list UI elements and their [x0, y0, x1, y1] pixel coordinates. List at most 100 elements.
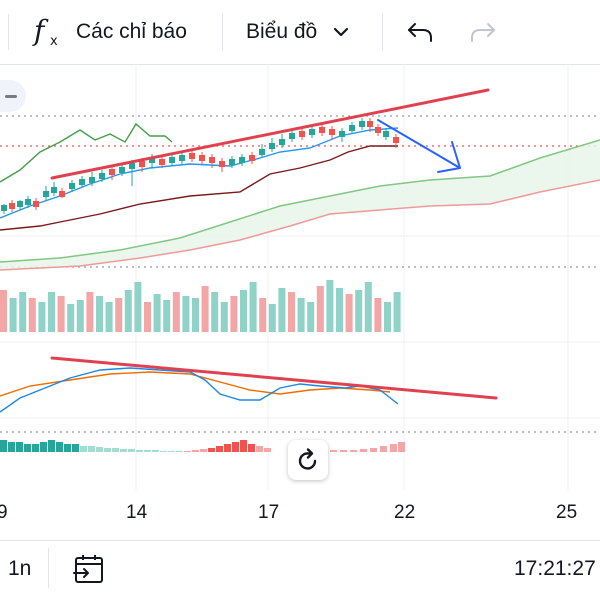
chart-type-label: Biểu đồ: [246, 20, 318, 43]
candle-body: [375, 127, 381, 133]
volume-bar: [278, 288, 286, 332]
histogram-bar: [104, 448, 111, 452]
candle-body: [129, 163, 135, 169]
volume-bar: [326, 280, 334, 332]
candle-body: [319, 127, 325, 133]
candle-body: [279, 139, 285, 145]
toolbar-divider: [222, 14, 223, 50]
toolbar-divider: [8, 14, 9, 50]
candle-body: [69, 183, 75, 189]
volume-bar: [355, 290, 363, 332]
histogram-bar: [152, 450, 159, 452]
histogram-bar: [232, 442, 239, 452]
volume-bar: [393, 292, 401, 332]
lower-trendline: [50, 356, 498, 400]
down-arrow-drawing: [377, 119, 461, 173]
x-axis-label: 14: [126, 502, 148, 523]
candle-body: [169, 157, 175, 163]
candle-body: [51, 187, 57, 193]
macd-histogram: [0, 440, 405, 452]
volume-bar: [67, 304, 75, 332]
histogram-bar: [128, 449, 135, 452]
histogram-bar: [168, 451, 175, 452]
volume-bar: [316, 286, 324, 332]
candle-body: [329, 129, 335, 135]
volume-bar: [38, 302, 46, 332]
volume-bar: [345, 294, 353, 332]
histogram-bar: [48, 440, 55, 452]
volume-bar: [307, 302, 315, 332]
candle-body: [259, 149, 265, 155]
refresh-icon: [298, 448, 317, 470]
histogram-bar: [380, 446, 387, 452]
histogram-bar: [224, 444, 231, 452]
volume-bar: [9, 298, 17, 332]
calendar-range-icon[interactable]: [72, 552, 106, 586]
candle-body: [199, 155, 205, 161]
volume-bar: [220, 302, 228, 332]
histogram-bar: [200, 449, 207, 452]
candle-body: [393, 137, 399, 143]
histogram-bar: [176, 451, 183, 452]
volume-bar: [105, 302, 113, 332]
volume-bar: [86, 292, 94, 332]
volume-bar: [268, 304, 276, 332]
candle-body: [239, 157, 245, 163]
function-icon-subscript: x: [50, 34, 58, 49]
candle-body: [229, 159, 235, 165]
volume-bar: [384, 302, 391, 332]
volume-bar: [144, 302, 151, 332]
candle-body: [219, 161, 225, 167]
histogram-bar: [360, 449, 367, 452]
undo-icon[interactable]: [405, 18, 435, 46]
dark-red-line: [0, 145, 398, 231]
histogram-bar: [40, 442, 47, 452]
toolbar-divider: [382, 14, 383, 50]
chart-type-button[interactable]: Biểu đồ: [246, 0, 351, 64]
histogram-bar: [88, 446, 95, 452]
candle-body: [1, 205, 7, 211]
reset-chart-button[interactable]: [288, 440, 328, 480]
volume-bar: [201, 286, 209, 332]
candle-body: [179, 155, 185, 161]
candle-body: [43, 191, 49, 197]
histogram-bar: [96, 447, 103, 452]
histogram-bar: [24, 444, 31, 452]
x-axis-label: 25: [556, 502, 578, 523]
volume-bar: [153, 294, 161, 332]
histogram-bar: [0, 440, 7, 452]
histogram-bar: [80, 446, 87, 452]
volume-bar: [172, 292, 180, 332]
volume-bar: [124, 290, 132, 332]
volume-bar: [259, 298, 267, 332]
upper-trendline: [50, 88, 490, 180]
histogram-bar: [330, 450, 337, 452]
price-chart[interactable]: [0, 64, 600, 540]
histogram-bar: [112, 448, 119, 452]
volume-bar: [19, 292, 27, 332]
histogram-bar: [208, 448, 215, 452]
chikou-span: [0, 122, 173, 183]
candle-body: [109, 169, 115, 175]
volume-bar: [374, 298, 382, 332]
volume-bar: [134, 282, 142, 332]
candle-body: [59, 191, 65, 197]
volume-bar: [163, 300, 171, 332]
candle-body: [149, 157, 155, 163]
function-icon: f: [34, 14, 45, 47]
ichimoku-cloud: [0, 140, 600, 270]
candle-body: [249, 155, 255, 161]
volume-bar: [96, 296, 103, 332]
redo-icon[interactable]: [468, 18, 498, 46]
volume-bar: [336, 288, 343, 332]
histogram-bar: [264, 448, 271, 452]
senkou-span-a: [0, 139, 600, 263]
collapse-legend-button[interactable]: [0, 80, 26, 112]
candle-body: [309, 129, 315, 135]
range-button[interactable]: 1n: [8, 557, 32, 580]
histogram-bar: [136, 450, 143, 452]
histogram-bar: [144, 450, 151, 452]
candle-body: [299, 131, 305, 137]
candle-body: [159, 159, 165, 165]
bottom-divider: [48, 548, 49, 588]
